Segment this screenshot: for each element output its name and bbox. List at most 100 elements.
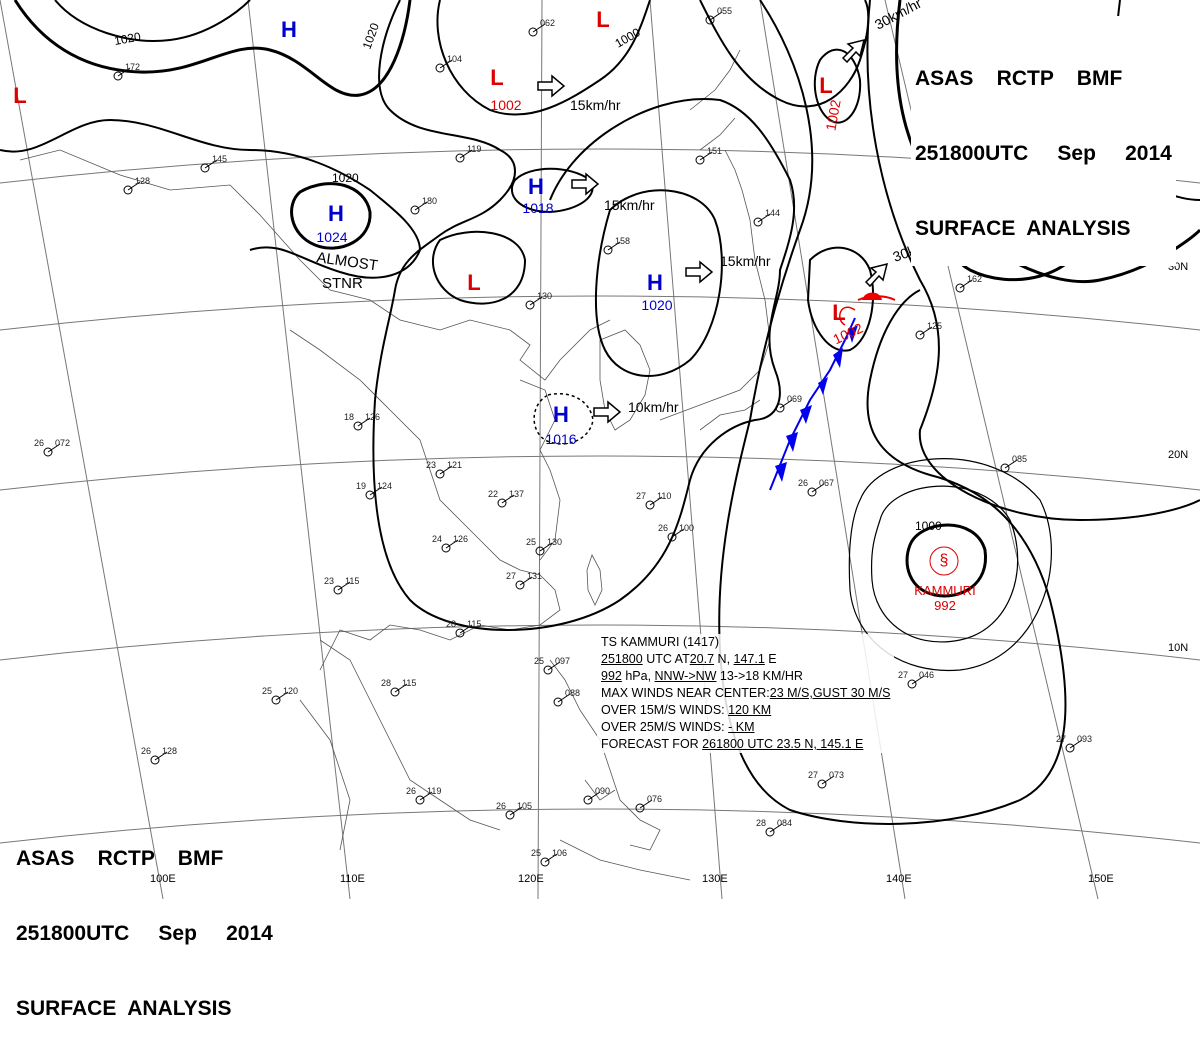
typhoon-pressure: 992: [934, 598, 956, 613]
center-pressures: 1024 1018 1020 1016 1002 1002 1002: [316, 97, 865, 447]
station-temperature: 19: [356, 481, 366, 491]
wind-barb: [337, 581, 351, 591]
lat-line-30n: [0, 295, 1200, 331]
max-winds-label: MAX WINDS NEAR CENTER:: [601, 686, 770, 700]
wind-barb: [445, 539, 459, 549]
typhoon-lat: 20.7: [689, 652, 715, 666]
station-circle: [540, 857, 550, 867]
typhoon-lat-unit: N,: [714, 652, 734, 666]
wind-barb: [779, 399, 793, 409]
lon-label: 140E: [886, 873, 912, 885]
typhoon-time-unit: UTC AT: [642, 652, 690, 666]
isobar-1000-typhoon: [905, 523, 987, 598]
isobar-label: 1020: [332, 171, 359, 185]
station-circle: [365, 490, 375, 500]
station-temperature: 22: [488, 489, 498, 499]
typhoon-info-title: TS KAMMURI (1417): [601, 635, 720, 649]
station-temperature: 25: [262, 686, 272, 696]
wind-barb: [544, 853, 558, 863]
station-circle: [528, 27, 538, 37]
station-temperature: 23: [426, 460, 436, 470]
typhoon-icon: §: [940, 552, 949, 569]
station-pressure: 073: [829, 770, 844, 780]
station-pressure: 084: [777, 818, 792, 828]
typhoon-speed: 13->18: [716, 669, 760, 683]
move-arrow: [864, 262, 889, 288]
typhoon-marker-ring: [929, 546, 959, 576]
station-pressure: 130: [537, 291, 552, 301]
station-circle: [635, 803, 645, 813]
station-pressure: 144: [765, 208, 780, 218]
wind-barb: [532, 23, 546, 33]
wind-barb: [439, 465, 453, 475]
station-plot: 19 124: [356, 481, 392, 500]
lon-label: 150E: [1088, 873, 1114, 885]
station-temperature: 27: [1056, 734, 1066, 744]
wind-barb: [47, 443, 61, 453]
station-plot: 158: [603, 236, 630, 255]
station-circle: [583, 795, 593, 805]
station-circle: [455, 628, 465, 638]
station-plot: 104: [435, 54, 462, 73]
station-pressure: 124: [377, 481, 392, 491]
station-pressure: 131: [527, 571, 542, 581]
station-temperature: 26: [141, 746, 151, 756]
station-temperature: 26: [406, 786, 416, 796]
station-pressure: 126: [453, 534, 468, 544]
wind-barb: [607, 241, 621, 251]
low-center-symbol: L: [467, 270, 480, 295]
station-pressure: 128: [162, 746, 177, 756]
station-circle: [525, 300, 535, 310]
station-pressure: 106: [552, 848, 567, 858]
typhoon-pressure-unit: hPa,: [621, 669, 655, 683]
station-plot: 085: [1000, 454, 1027, 473]
high-center-symbol: H: [553, 402, 569, 427]
isobar-north-2: [436, 0, 651, 116]
station-pressure: 062: [540, 18, 555, 28]
wind-barb: [671, 528, 685, 538]
movement-speed-label: 15km/hr: [720, 253, 771, 269]
lat-line-20n: [0, 455, 1200, 491]
movement-arrows: [537, 38, 889, 424]
station-plot: 28 115: [446, 619, 481, 638]
station-pressure: 119: [467, 144, 481, 154]
wind-barb: [539, 542, 553, 552]
isobar-1020-high: [594, 189, 723, 377]
header-line-2: 251800UTC Sep 2014: [16, 922, 273, 945]
header-line-2: 251800UTC Sep 2014: [915, 142, 1172, 165]
isobar-1012-ocean: [866, 0, 1200, 522]
low-center-symbol: L: [819, 73, 832, 98]
wind-barb: [769, 823, 783, 833]
station-circle: [535, 546, 545, 556]
station-plot: 125: [915, 321, 942, 340]
almost-stnr-line2: STNR: [322, 275, 363, 292]
lat-line-0: [0, 808, 1200, 844]
front-triangle: [818, 377, 828, 395]
station-temperature: 18: [344, 412, 354, 422]
station-pressure: 046: [919, 670, 934, 680]
front-triangle: [833, 348, 843, 368]
station-temperature: 25: [531, 848, 541, 858]
wind-barb: [547, 661, 561, 671]
coastline-china-south: [289, 329, 561, 671]
station-pressure: 069: [787, 394, 802, 404]
high-center-symbol: H: [328, 201, 344, 226]
station-pressure: 076: [647, 794, 662, 804]
station-pressure: 137: [509, 489, 524, 499]
station-circle: [603, 245, 613, 255]
wind-barb: [811, 483, 825, 493]
station-circle: [455, 153, 465, 163]
isobar-1018-high: [510, 167, 594, 214]
map-header-bottom: ASAS RCTP BMF 251800UTC Sep 2014 SURFACE…: [16, 796, 273, 1046]
winds-15-label: OVER 15M/S WINDS:: [601, 703, 729, 717]
lat-line-10n: [0, 624, 1200, 661]
station-circle: [150, 755, 160, 765]
station-temperature: 26: [798, 478, 808, 488]
wind-barb: [459, 624, 473, 634]
forecast-label: FORECAST FOR: [601, 737, 703, 751]
header-line-3: SURFACE ANALYSIS: [16, 997, 232, 1020]
move-arrow: [685, 260, 714, 284]
wind-barb: [1069, 739, 1083, 749]
station-pressure: 120: [283, 686, 298, 696]
warm-front: [839, 292, 896, 326]
